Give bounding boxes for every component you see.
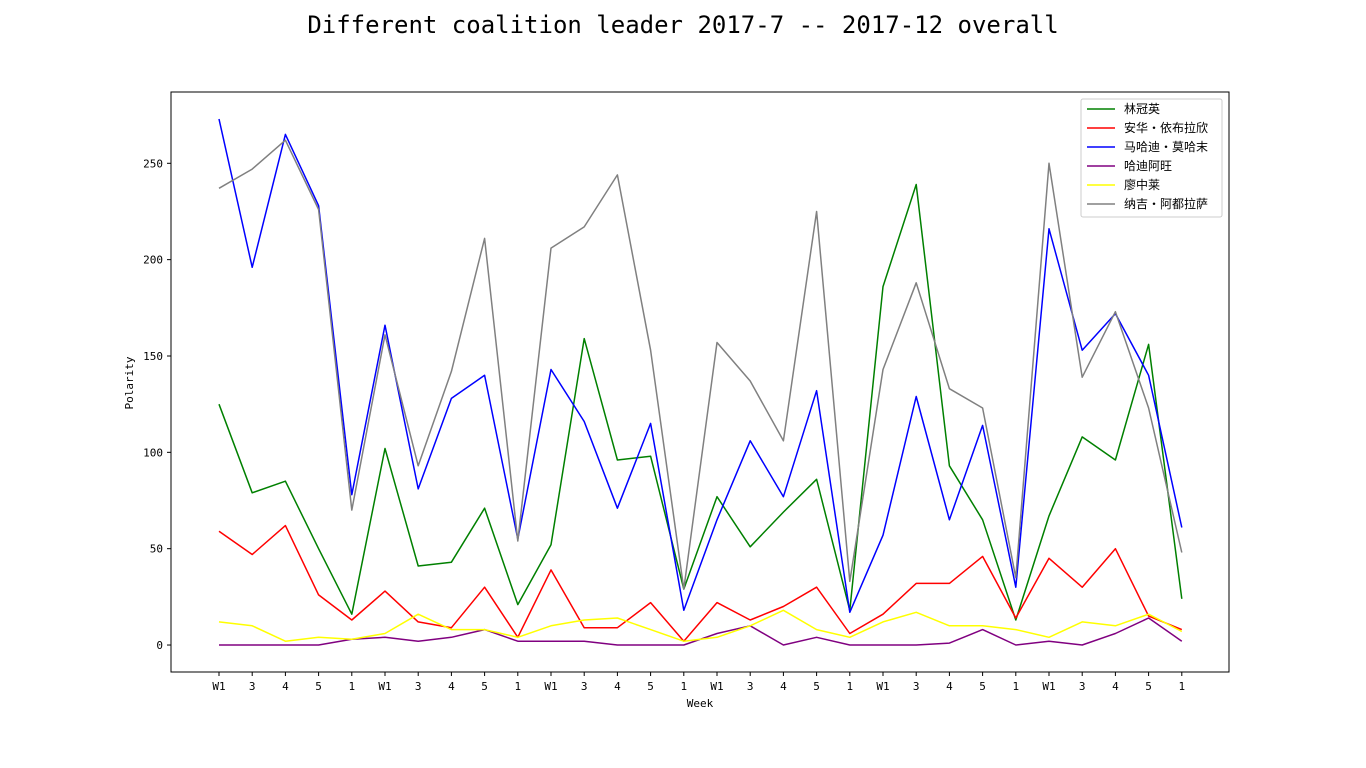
series-line-4 <box>218 609 1183 642</box>
x-axis: W1 3 4 5 1 W1 3 4 5 1 W1 3 4 5 1 W1 3 4 5 1 W1 3 4 5 1 W1 3 4 5 1 <box>212 672 1185 693</box>
y-tick-label: 50 <box>150 543 163 556</box>
x-tick-label: W1 <box>544 680 557 693</box>
y-axis: 0 50 100 150 200 250 <box>143 157 171 652</box>
legend-label: 纳吉・阿都拉萨 <box>1124 196 1208 211</box>
x-tick-label: 3 <box>249 680 256 693</box>
x-tick-label: 5 <box>647 680 654 693</box>
x-tick-label: 5 <box>1145 680 1152 693</box>
y-axis-label: Polarity <box>123 356 136 409</box>
y-tick-label: 0 <box>156 639 163 652</box>
series-lines <box>218 118 1183 646</box>
x-tick-label: W1 <box>876 680 889 693</box>
series-line-1 <box>218 524 1183 642</box>
y-tick-label: 200 <box>143 254 163 267</box>
y-tick-label: 150 <box>143 350 163 363</box>
legend-label: 林冠英 <box>1124 102 1160 116</box>
x-tick-label: 4 <box>282 680 289 693</box>
x-tick-label: 1 <box>1178 680 1185 693</box>
x-tick-label: 4 <box>448 680 455 693</box>
x-tick-label: 3 <box>581 680 588 693</box>
x-tick-label: 4 <box>946 680 953 693</box>
x-tick-label: 1 <box>1012 680 1019 693</box>
x-tick-label: 5 <box>315 680 322 693</box>
legend-label: 安华・依布拉欣 <box>1124 120 1208 135</box>
x-tick-label: W1 <box>212 680 225 693</box>
x-tick-label: 3 <box>747 680 754 693</box>
x-tick-label: W1 <box>1042 680 1055 693</box>
x-tick-label: 5 <box>481 680 488 693</box>
series-line-5 <box>218 139 1183 590</box>
x-tick-label: W1 <box>378 680 391 693</box>
y-tick-label: 250 <box>143 157 163 170</box>
x-tick-label: 4 <box>780 680 787 693</box>
x-tick-label: 5 <box>979 680 986 693</box>
x-tick-label: 3 <box>1079 680 1086 693</box>
x-tick-label: 1 <box>680 680 687 693</box>
y-tick-label: 100 <box>143 446 163 459</box>
x-axis-label: Week <box>687 697 714 710</box>
x-tick-label: W1 <box>710 680 723 693</box>
x-tick-label: 4 <box>614 680 621 693</box>
x-tick-label: 4 <box>1112 680 1119 693</box>
plot-area-frame <box>170 91 1230 673</box>
x-tick-label: 1 <box>514 680 521 693</box>
x-tick-label: 1 <box>846 680 853 693</box>
chart-title: Different coalition leader 2017-7 -- 201… <box>307 11 1058 39</box>
legend-label: 马哈迪・莫哈末 <box>1124 140 1208 154</box>
x-tick-label: 3 <box>415 680 422 693</box>
legend-label: 廖中莱 <box>1124 177 1160 192</box>
series-line-2 <box>218 118 1183 614</box>
legend-label: 哈迪阿旺 <box>1124 159 1172 173</box>
x-tick-label: 3 <box>913 680 920 693</box>
legend-box <box>1080 98 1223 218</box>
x-tick-label: 5 <box>813 680 820 693</box>
x-tick-label: 1 <box>348 680 355 693</box>
series-line-0 <box>218 183 1183 621</box>
